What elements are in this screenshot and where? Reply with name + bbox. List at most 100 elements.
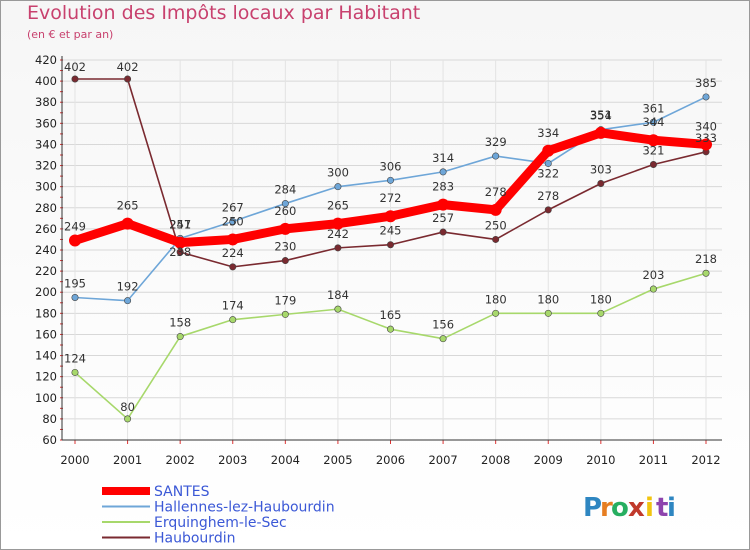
data-point xyxy=(437,198,450,211)
grid-lines xyxy=(62,59,722,441)
y-tick-label: 340 xyxy=(35,137,57,151)
data-label: 351 xyxy=(590,108,612,122)
data-point xyxy=(597,180,605,188)
y-tick-label: 220 xyxy=(35,264,57,278)
data-label: 334 xyxy=(537,126,559,140)
y-tick-label: 300 xyxy=(35,180,57,194)
y-tick-label: 400 xyxy=(35,74,57,88)
data-point xyxy=(174,236,187,249)
data-point xyxy=(121,217,134,230)
data-label: 180 xyxy=(537,292,559,306)
data-label: 267 xyxy=(222,201,244,215)
data-label: 80 xyxy=(120,400,135,414)
data-label: 322 xyxy=(537,166,559,180)
data-label: 180 xyxy=(590,292,612,306)
data-point xyxy=(229,316,237,324)
axes: 60 80 100 120 140 160 180 200 220 240 260 280 300 320… xyxy=(35,53,722,467)
data-label: 124 xyxy=(64,351,86,365)
data-point xyxy=(702,269,710,277)
data-label: 283 xyxy=(432,180,454,194)
data-label: 333 xyxy=(695,131,717,145)
legend-label: Haubourdin xyxy=(154,531,235,547)
data-point xyxy=(649,285,657,293)
y-tick-label: 240 xyxy=(35,243,57,257)
x-tick-label: 2006 xyxy=(376,453,405,467)
data-label: 195 xyxy=(64,277,86,291)
data-point xyxy=(71,368,79,376)
data-label: 174 xyxy=(222,299,244,313)
x-tick-label: 2011 xyxy=(639,453,668,467)
y-tick-label: 380 xyxy=(35,95,57,109)
data-point xyxy=(702,93,710,101)
y-tick-label: 140 xyxy=(35,349,57,363)
data-point xyxy=(649,118,657,126)
logo-letter: i xyxy=(645,493,654,523)
data-label: 284 xyxy=(274,183,296,197)
data-label: 402 xyxy=(64,60,86,74)
data-point xyxy=(384,210,397,223)
data-point xyxy=(71,75,79,83)
data-point xyxy=(334,183,342,191)
data-point xyxy=(544,309,552,317)
data-point xyxy=(281,257,289,265)
data-point xyxy=(597,309,605,317)
data-point xyxy=(439,335,447,343)
data-label: 242 xyxy=(327,227,349,241)
x-tick-label: 2002 xyxy=(166,453,195,467)
data-point xyxy=(386,176,394,184)
data-label: 245 xyxy=(380,224,402,238)
x-tick-label: 2004 xyxy=(271,453,300,467)
series-layer xyxy=(69,75,712,423)
data-labels: 195 192 251 267 284 300 306 314 329 322 354 361 385 1… xyxy=(64,60,717,414)
data-point xyxy=(279,222,292,235)
data-label: 402 xyxy=(117,60,139,74)
y-tick-label: 260 xyxy=(35,222,57,236)
data-label: 260 xyxy=(274,204,296,218)
data-label: 314 xyxy=(432,151,454,165)
data-label: 224 xyxy=(222,246,244,260)
x-tick-label: 2008 xyxy=(481,453,510,467)
data-point xyxy=(176,333,184,341)
chart-title: Evolution des Impôts locaux par Habitant xyxy=(27,2,421,24)
data-point xyxy=(281,200,289,208)
data-point xyxy=(281,310,289,318)
legend-label: Erquinghem-le-Sec xyxy=(154,515,287,531)
data-label: 340 xyxy=(695,119,717,133)
data-label: 278 xyxy=(485,185,507,199)
data-point xyxy=(334,305,342,313)
data-point xyxy=(492,235,500,243)
y-tick-label: 80 xyxy=(42,412,57,426)
data-label: 306 xyxy=(380,159,402,173)
logo-letter: x xyxy=(628,493,645,523)
y-tick-label: 100 xyxy=(35,391,57,405)
x-tick-label: 2007 xyxy=(428,453,457,467)
data-label: 179 xyxy=(274,293,296,307)
data-label: 278 xyxy=(537,189,559,203)
data-point xyxy=(492,309,500,317)
logo-letter: P xyxy=(583,493,602,523)
legend-label: Hallennes-lez-Haubourdin xyxy=(154,500,335,516)
x-tick-label: 2010 xyxy=(586,453,615,467)
logo-letter: i xyxy=(667,493,676,523)
data-label: 265 xyxy=(327,199,349,213)
data-point xyxy=(69,234,81,247)
data-label: 238 xyxy=(169,245,191,259)
data-label: 218 xyxy=(695,252,717,266)
data-label: 321 xyxy=(642,144,664,158)
data-label: 265 xyxy=(117,199,139,213)
data-point xyxy=(226,233,239,246)
data-label: 247 xyxy=(169,218,191,232)
data-point xyxy=(544,159,552,167)
data-point xyxy=(176,248,184,256)
y-tick-label: 280 xyxy=(35,201,57,215)
x-tick-label: 2000 xyxy=(60,453,89,467)
data-label: 250 xyxy=(485,218,507,232)
logo-letter: o xyxy=(611,493,629,523)
data-point xyxy=(700,138,712,151)
x-tick-label: 2001 xyxy=(113,453,142,467)
data-label: 300 xyxy=(327,166,349,180)
data-label: 257 xyxy=(432,211,454,225)
data-point xyxy=(331,217,344,230)
